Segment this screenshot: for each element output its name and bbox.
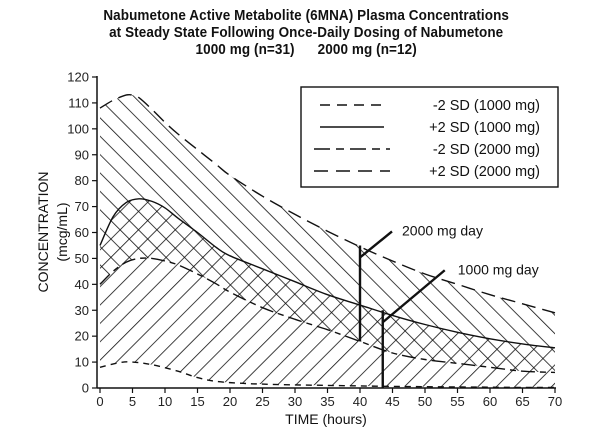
x-tick-label: 45 [385, 394, 399, 409]
y-tick-label: 80 [75, 173, 89, 188]
y-tick-label: 120 [67, 70, 89, 85]
series-line-2-sd-2000-mg [99, 93, 556, 314]
y-axis-label: CONCENTRATION [35, 171, 51, 292]
x-tick-label: 15 [190, 394, 204, 409]
y-tick-label: 100 [67, 121, 89, 136]
y-tick-label: 10 [75, 355, 89, 370]
y-axis-units: (mcg/mL) [54, 202, 70, 261]
x-tick-label: 70 [548, 394, 562, 409]
x-tick-label: 50 [418, 394, 432, 409]
x-tick-label: 5 [129, 394, 136, 409]
legend-label: -2 SD (2000 mg) [433, 142, 540, 158]
title-line-2: at Steady State Following Once-Daily Dos… [109, 25, 504, 41]
x-tick-label: 0 [96, 394, 103, 409]
x-tick-label: 65 [515, 394, 529, 409]
y-tick-label: 20 [75, 329, 89, 344]
series-line-2-sd-1000-mg [99, 361, 555, 388]
axes: 0 10 20 30 40 50 60 70 80 90 100 110 120 0 5 10 15 20 25 30… [67, 70, 562, 410]
x-tick-label: 35 [320, 394, 334, 409]
y-tick-label: 30 [75, 303, 89, 318]
x-tick-label: 25 [255, 394, 269, 409]
x-axis-label: TIME (hours) [285, 411, 367, 427]
y-tick-label: 0 [82, 381, 89, 396]
annotations: 2000 mg day 1000 mg day [358, 222, 539, 388]
y-tick-label: 60 [75, 225, 89, 240]
series-line-2-sd-2000-mg [99, 257, 556, 374]
x-tick-label: 60 [483, 394, 497, 409]
x-tick-label: 40 [353, 394, 367, 409]
band-2000mg [100, 94, 555, 373]
day-marker-label: 2000 mg day [402, 222, 483, 238]
series-line-2-sd-1000-mg [99, 198, 556, 349]
day-marker-label: 1000 mg day [458, 261, 539, 277]
legend-label: +2 SD (1000 mg) [429, 120, 540, 136]
legend-label: +2 SD (2000 mg) [429, 164, 540, 180]
x-tick-label: 20 [223, 394, 237, 409]
chart-title: Nabumetone Active Metabolite (6MNA) Plas… [23, 8, 588, 59]
x-tick-label: 10 [158, 394, 172, 409]
x-tick-label: 55 [450, 394, 464, 409]
title-line-3: 1000 mg (n=31) 2000 mg (n=12) [195, 42, 417, 58]
legend: -2 SD (1000 mg) +2 SD (1000 mg) -2 SD (200… [300, 86, 559, 188]
series-lines [99, 93, 556, 388]
y-tick-label: 40 [75, 277, 89, 292]
y-tick-label: 70 [75, 199, 89, 214]
y-tick-label: 50 [75, 251, 89, 266]
day-marker-leader [381, 269, 446, 324]
y-tick-label: 90 [75, 147, 89, 162]
day-marker-leader [359, 230, 393, 259]
title-line-1: Nabumetone Active Metabolite (6MNA) Plas… [103, 8, 510, 24]
legend-label: -2 SD (1000 mg) [433, 98, 540, 114]
x-tick-label: 30 [288, 394, 302, 409]
y-tick-label: 110 [68, 95, 89, 110]
